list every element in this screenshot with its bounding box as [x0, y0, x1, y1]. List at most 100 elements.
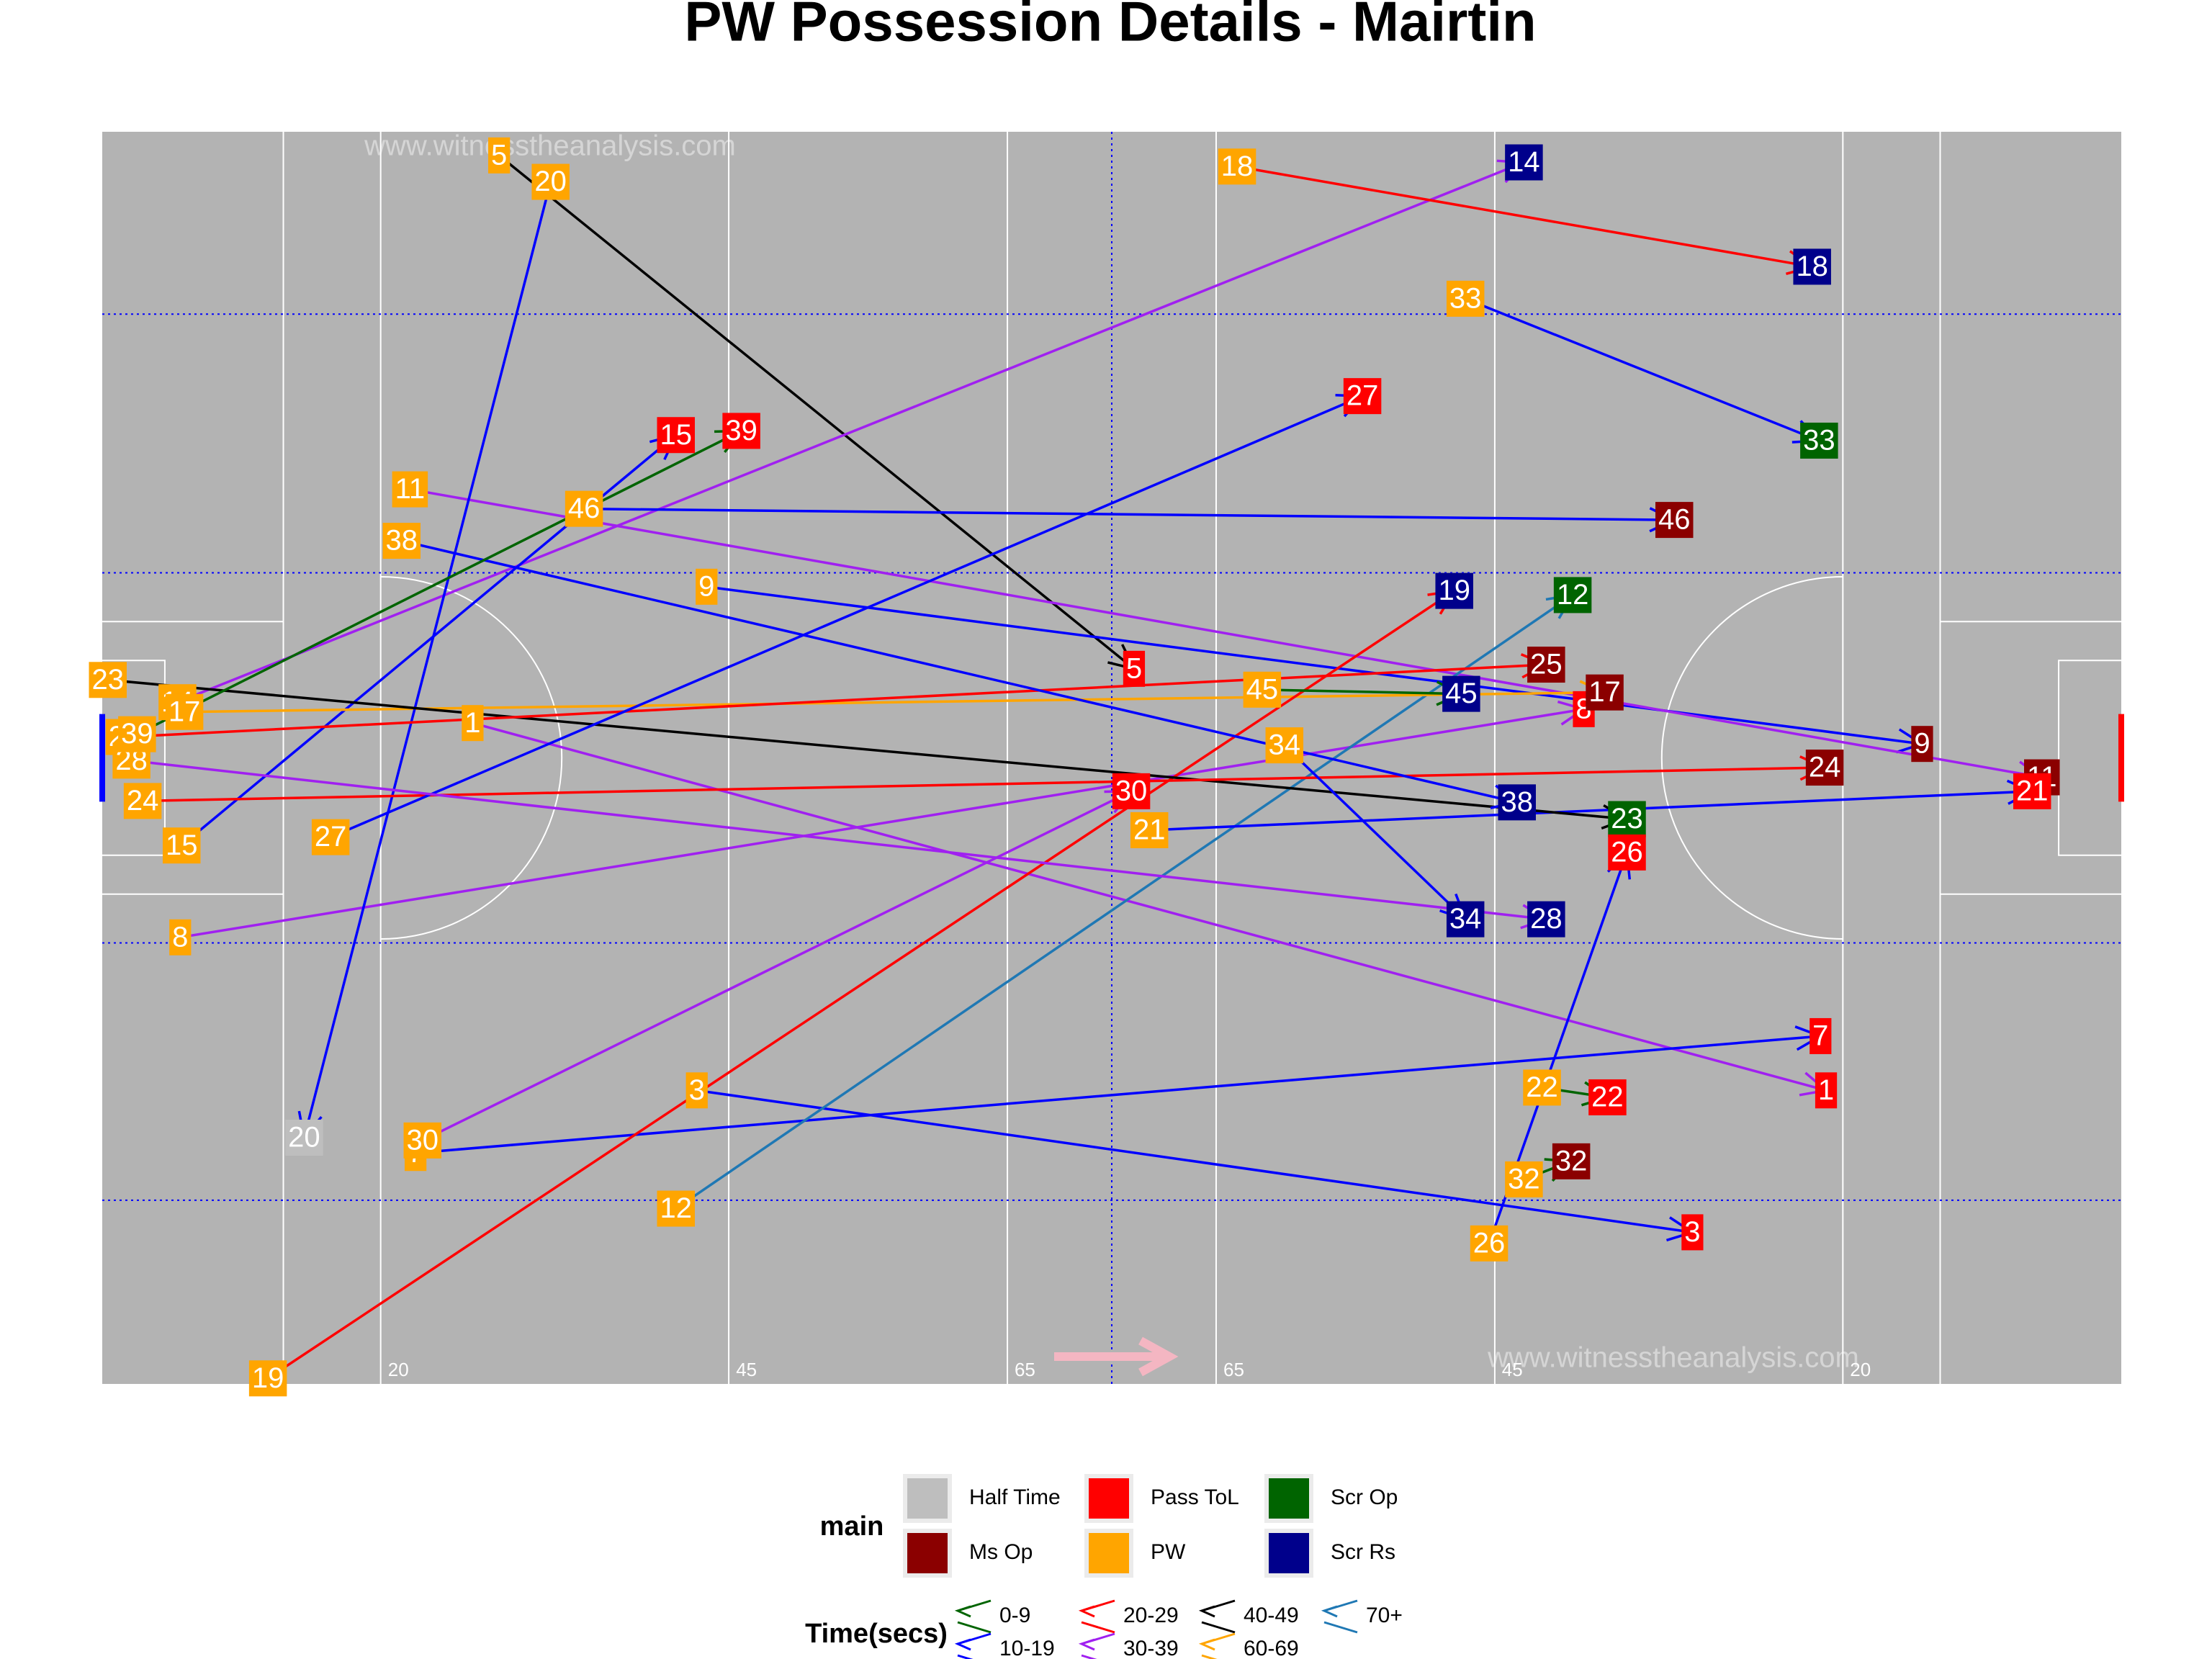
start-label: 34: [1269, 729, 1301, 761]
end-box: [1809, 1017, 1832, 1054]
end-box: [1608, 801, 1646, 837]
end-label: 20: [288, 1122, 320, 1154]
end-box: [1343, 378, 1382, 415]
start-box: [1218, 148, 1256, 185]
start-box: [565, 490, 603, 527]
end-label: 22: [1591, 1082, 1624, 1113]
start-label: 21: [1133, 814, 1166, 846]
end-label: 27: [1346, 380, 1379, 412]
start-label: 24: [127, 785, 159, 817]
legend-key: [1078, 1599, 1115, 1634]
start-box: [1265, 727, 1304, 764]
box-line: [102, 621, 284, 895]
end-box: [1815, 1072, 1838, 1109]
direction-arrow: [1054, 1336, 1179, 1377]
end-label: 21: [2016, 775, 2049, 806]
possession-arrow: [124, 665, 1546, 739]
legend-key: [1089, 1478, 1129, 1519]
possession-arrow: [415, 1036, 1820, 1154]
start-box: [1523, 1069, 1561, 1106]
end-box: [2013, 773, 2051, 809]
end-label: 7: [1812, 1020, 1828, 1052]
end-label: 30: [1115, 775, 1148, 806]
watermark: www.witnesstheanalysis.com: [364, 130, 736, 162]
arc: [1660, 575, 1843, 940]
possession-arrow: [267, 591, 1455, 1380]
x-tick-label: 20: [388, 1359, 409, 1380]
end-box: [657, 417, 695, 454]
possession-arrow: [675, 595, 1573, 1210]
possession-arrow: [584, 509, 1674, 520]
legend-label: 30-39: [1123, 1637, 1179, 1659]
possession-arrow: [706, 585, 1922, 744]
arc: [380, 575, 563, 940]
end-label: 12: [1557, 579, 1589, 611]
possession-arrow: [1236, 165, 1812, 266]
end-label: 3: [1684, 1216, 1700, 1248]
end-label: 14: [1508, 146, 1540, 178]
end-label: 23: [1611, 803, 1643, 835]
start-label: 1: [464, 707, 480, 739]
start-label: 8: [172, 921, 188, 953]
end-box: [1911, 726, 1933, 763]
watermark: www.witnesstheanalysis.com: [1487, 1342, 1859, 1374]
legend-label: Pass ToL: [1151, 1485, 1239, 1509]
legend-title: main: [820, 1511, 884, 1542]
legend-key: [954, 1632, 992, 1659]
start-label: 19: [252, 1362, 284, 1394]
end-box: [1608, 834, 1646, 871]
possession-arrow: [472, 721, 1826, 1090]
start-label: 39: [121, 718, 153, 750]
end-label: 1: [1818, 1074, 1834, 1106]
possession-arrow: [131, 759, 1547, 919]
possession-arrow: [1465, 297, 1819, 441]
start-box: [89, 662, 127, 698]
start-box: [118, 716, 156, 752]
start-label: 30: [407, 1124, 439, 1156]
end-box: [1527, 647, 1565, 683]
possession-arrow: [498, 154, 1134, 669]
chart-title: PW Possession Details - Mairtin: [684, 0, 1536, 53]
legend-key: [1089, 1533, 1129, 1573]
start-label: 45: [1246, 673, 1279, 705]
legend-label: 20-29: [1123, 1604, 1179, 1627]
end-box: [1805, 750, 1844, 786]
start-box: [392, 471, 428, 508]
end-box: [1586, 674, 1624, 711]
legend-label: 40-49: [1244, 1604, 1299, 1627]
x-tick-label: 65: [1015, 1359, 1035, 1380]
start-box: [311, 819, 350, 855]
legend-label: Scr Rs: [1331, 1540, 1395, 1564]
box-line: [1940, 621, 2121, 895]
end-label: 38: [1501, 786, 1533, 818]
start-label: 20: [534, 166, 567, 197]
end-box: [1527, 901, 1565, 938]
start-box: [685, 1072, 708, 1109]
start-box: [1130, 811, 1169, 848]
end-box: [1446, 901, 1485, 938]
possession-arrow: [410, 487, 2041, 778]
possession-arrow: [107, 678, 1627, 819]
legend-label: Scr Op: [1331, 1485, 1398, 1509]
end-box: [1655, 502, 1694, 539]
start-box: [123, 783, 162, 819]
start-label: 12: [660, 1192, 692, 1224]
possession-arrow: [696, 1089, 1693, 1232]
legend-key: [907, 1533, 948, 1573]
start-box: [403, 1122, 442, 1159]
legend-key: [1198, 1599, 1236, 1634]
end-label: 24: [1809, 752, 1841, 783]
possession-arrow: [1262, 690, 1462, 694]
legend-label: 0-9: [999, 1604, 1030, 1627]
start-box: [1243, 671, 1282, 708]
possession-arrow: [330, 396, 1362, 839]
start-box: [162, 827, 201, 864]
legend-title: Time(secs): [805, 1619, 948, 1649]
start-box: [169, 919, 192, 956]
legend-key: [1269, 1533, 1309, 1573]
end-box: [1553, 577, 1592, 613]
start-label: 46: [568, 493, 601, 524]
end-box: [1505, 144, 1543, 181]
possession-arrow: [143, 768, 1825, 803]
